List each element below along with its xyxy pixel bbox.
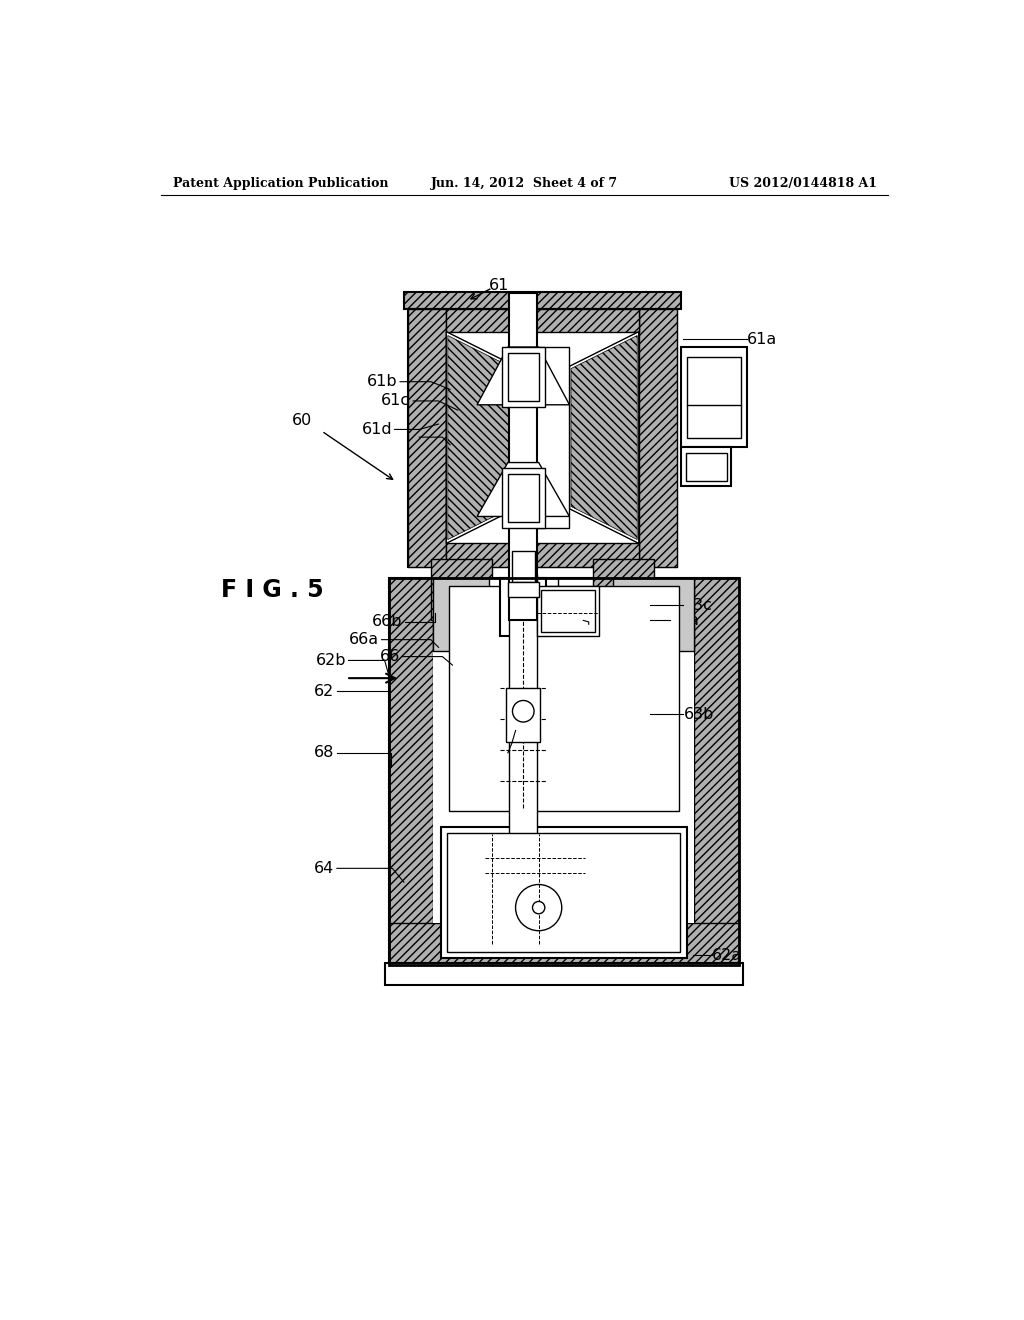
Text: 61a: 61a: [746, 331, 777, 347]
Bar: [441, 826, 686, 958]
Bar: [515, 347, 569, 528]
Polygon shape: [477, 462, 569, 516]
Bar: [446, 309, 639, 331]
Bar: [385, 964, 742, 985]
Text: 62a: 62a: [712, 948, 742, 962]
Bar: [508, 474, 539, 521]
Bar: [433, 578, 694, 923]
Text: 63c: 63c: [683, 598, 713, 612]
Bar: [509, 293, 538, 620]
Polygon shape: [569, 331, 639, 544]
Bar: [508, 354, 539, 401]
Bar: [593, 558, 654, 620]
Bar: [388, 923, 739, 965]
Text: 62: 62: [314, 684, 335, 698]
Bar: [447, 833, 680, 952]
Text: 61c: 61c: [381, 393, 410, 408]
Bar: [686, 453, 727, 480]
Bar: [449, 586, 679, 812]
Circle shape: [512, 701, 535, 722]
Bar: [388, 578, 739, 965]
Polygon shape: [571, 335, 637, 540]
Bar: [506, 688, 541, 742]
Polygon shape: [446, 331, 515, 544]
Bar: [509, 574, 538, 923]
Bar: [431, 558, 493, 620]
Bar: [388, 578, 739, 965]
Bar: [681, 447, 731, 486]
Text: Jun. 14, 2012  Sheet 4 of 7: Jun. 14, 2012 Sheet 4 of 7: [431, 177, 618, 190]
Bar: [446, 544, 639, 566]
Circle shape: [515, 884, 562, 931]
Bar: [639, 309, 677, 566]
Text: 60: 60: [292, 413, 312, 428]
Text: 63b: 63b: [683, 706, 714, 722]
Text: 69b: 69b: [589, 611, 620, 627]
Text: 69a: 69a: [501, 717, 530, 731]
Text: F I G . 5: F I G . 5: [221, 578, 324, 602]
Bar: [488, 578, 558, 651]
Bar: [502, 347, 545, 407]
Bar: [538, 586, 599, 636]
Text: 61b: 61b: [368, 374, 397, 389]
Polygon shape: [477, 347, 569, 405]
Bar: [512, 552, 535, 582]
Bar: [403, 292, 681, 309]
Text: US 2012/0144818 A1: US 2012/0144818 A1: [729, 177, 878, 190]
Bar: [508, 582, 539, 598]
Text: 64: 64: [314, 861, 335, 876]
Text: 61d: 61d: [361, 422, 392, 437]
Bar: [613, 578, 694, 651]
Text: Patent Application Publication: Patent Application Publication: [173, 177, 388, 190]
Bar: [681, 347, 746, 447]
Text: 63a: 63a: [670, 612, 699, 628]
Circle shape: [532, 902, 545, 913]
Bar: [433, 578, 514, 651]
Text: 66: 66: [380, 649, 400, 664]
Text: 61e: 61e: [421, 428, 452, 444]
Bar: [541, 590, 595, 632]
Bar: [408, 309, 677, 566]
Bar: [388, 578, 433, 965]
Text: 66b: 66b: [372, 614, 402, 630]
Bar: [502, 469, 545, 528]
Text: 66a: 66a: [349, 632, 379, 647]
Text: 61: 61: [488, 279, 509, 293]
Text: 68: 68: [314, 746, 335, 760]
Bar: [408, 309, 446, 566]
Bar: [500, 578, 547, 636]
Polygon shape: [447, 335, 514, 540]
Bar: [694, 578, 739, 965]
Text: 62b: 62b: [315, 653, 346, 668]
Bar: [687, 358, 741, 438]
